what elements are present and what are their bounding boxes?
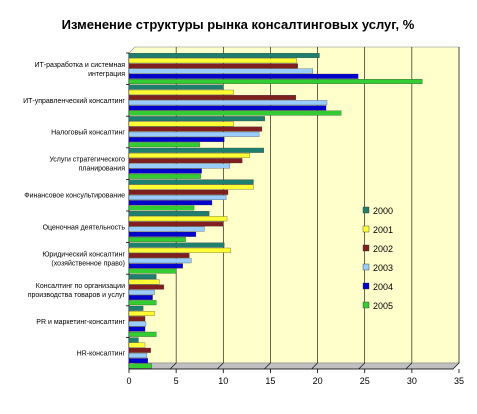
bar-2002 — [128, 347, 151, 353]
x-gridline — [264, 47, 271, 370]
x-tick-label: 5 — [174, 376, 179, 386]
bar-2005 — [128, 173, 201, 179]
x-tick-label: 25 — [360, 376, 370, 386]
category-label: ИТ-управленческий консалтинг — [23, 97, 125, 105]
bar-2001 — [128, 279, 160, 285]
category-label: HR-консалтинг — [77, 351, 126, 358]
legend-label-2002: 2002 — [373, 244, 393, 254]
x-gridline — [311, 47, 318, 370]
bar-2000 — [128, 179, 254, 185]
plot-area: 0 5 10 15 20 25 30 35 ИТ-разработка и системная и… — [23, 46, 464, 386]
bar-2004 — [128, 105, 327, 111]
legend-swatch-2005 — [362, 301, 370, 309]
bar-2001 — [128, 89, 234, 95]
bar-2000 — [128, 305, 144, 311]
bar-2001 — [128, 153, 250, 158]
legend-label-2000: 2000 — [373, 206, 393, 216]
bar-2003 — [128, 321, 147, 327]
bar-2000 — [128, 84, 224, 90]
x-gridline — [405, 47, 413, 370]
x-gridline — [452, 47, 460, 370]
bar-2002 — [128, 158, 243, 164]
legend-swatch-2003 — [362, 263, 370, 271]
bar-2003 — [128, 131, 260, 137]
bar-2002 — [128, 189, 229, 195]
bar-2005 — [128, 363, 152, 369]
bar-2005 — [128, 205, 195, 211]
bar-2005 — [128, 300, 157, 306]
bar-2004 — [128, 295, 153, 300]
bar-2001 — [128, 311, 155, 316]
category-label: Юридический консалтинг (хозяйственное пра… — [42, 250, 125, 267]
bar-2004 — [128, 326, 146, 332]
bar-2004 — [128, 358, 149, 364]
legend-label-2005: 2005 — [373, 301, 393, 311]
bar-2001 — [128, 121, 234, 127]
bar-2005 — [128, 331, 157, 337]
bar-2000 — [128, 147, 264, 153]
bar-2000 — [128, 53, 320, 58]
bar-2002 — [128, 63, 298, 69]
x-tick-label: 35 — [454, 376, 464, 386]
legend-swatch-2001 — [362, 225, 370, 233]
bar-2001 — [128, 342, 146, 348]
bar-2003 — [128, 226, 205, 232]
bar-2005 — [128, 268, 177, 274]
bar-2003 — [128, 195, 227, 200]
category-label: PR и маркетинг-консалтинг — [36, 319, 125, 326]
bar-2004 — [128, 231, 197, 237]
bar-2004 — [128, 200, 213, 206]
x-tick-label: 10 — [218, 376, 228, 386]
legend-label-2003: 2003 — [373, 263, 393, 273]
bar-2002 — [128, 284, 165, 290]
bar-2000 — [128, 274, 157, 280]
bar-2003 — [128, 289, 155, 295]
bar-2000 — [128, 211, 210, 216]
bar-2000 — [128, 242, 225, 248]
category-label: Оценочная деятельность — [43, 224, 126, 231]
bar-2004 — [128, 168, 202, 174]
category-label: Налоговый консалтинг — [51, 129, 125, 137]
legend-swatch-2002 — [362, 244, 370, 252]
bar-2003 — [128, 100, 328, 106]
legend-label-2004: 2004 — [373, 282, 393, 292]
bar-2002 — [128, 316, 146, 322]
x-tick-label: 0 — [126, 376, 131, 386]
bar-2005 — [128, 79, 423, 84]
bar-2005 — [128, 142, 200, 148]
bar-2004 — [128, 137, 225, 142]
bar-2005 — [128, 110, 342, 116]
x-tick-label: 15 — [265, 376, 275, 386]
category-label: Консалтинг по организации производства то… — [28, 283, 126, 299]
bar-2004 — [128, 73, 359, 79]
legend-label-2001: 2001 — [373, 225, 393, 235]
bar-2002 — [128, 126, 263, 132]
bar-2003 — [128, 163, 231, 169]
bar-2002 — [128, 221, 224, 227]
chart-title: Изменение структуры рынка консалтинговых… — [62, 17, 415, 32]
x-tick-label: 20 — [313, 376, 323, 386]
category-label: Финансовое консультирование — [24, 193, 125, 200]
legend-swatch-2004 — [362, 282, 370, 290]
bar-2003 — [128, 258, 192, 264]
bar-2000 — [128, 337, 139, 343]
plot-floor — [128, 362, 460, 370]
bar-2003 — [128, 353, 148, 358]
category-label: ИТ-разработка и системная интеграция — [35, 61, 126, 78]
bar-2003 — [128, 68, 314, 74]
legend-swatch-2000 — [362, 206, 370, 214]
bar-2004 — [128, 263, 183, 269]
bar-2001 — [128, 184, 254, 190]
bar-2002 — [128, 253, 190, 258]
x-tick-label: 30 — [407, 376, 417, 386]
bar-2005 — [128, 237, 186, 242]
bar-2001 — [128, 58, 297, 64]
bar-2002 — [128, 95, 297, 100]
x-gridline — [358, 47, 366, 370]
category-label: Услуги стратегического планирования — [49, 157, 125, 173]
bar-2000 — [128, 116, 265, 122]
bar-2001 — [128, 247, 231, 253]
bar-2001 — [128, 216, 228, 222]
